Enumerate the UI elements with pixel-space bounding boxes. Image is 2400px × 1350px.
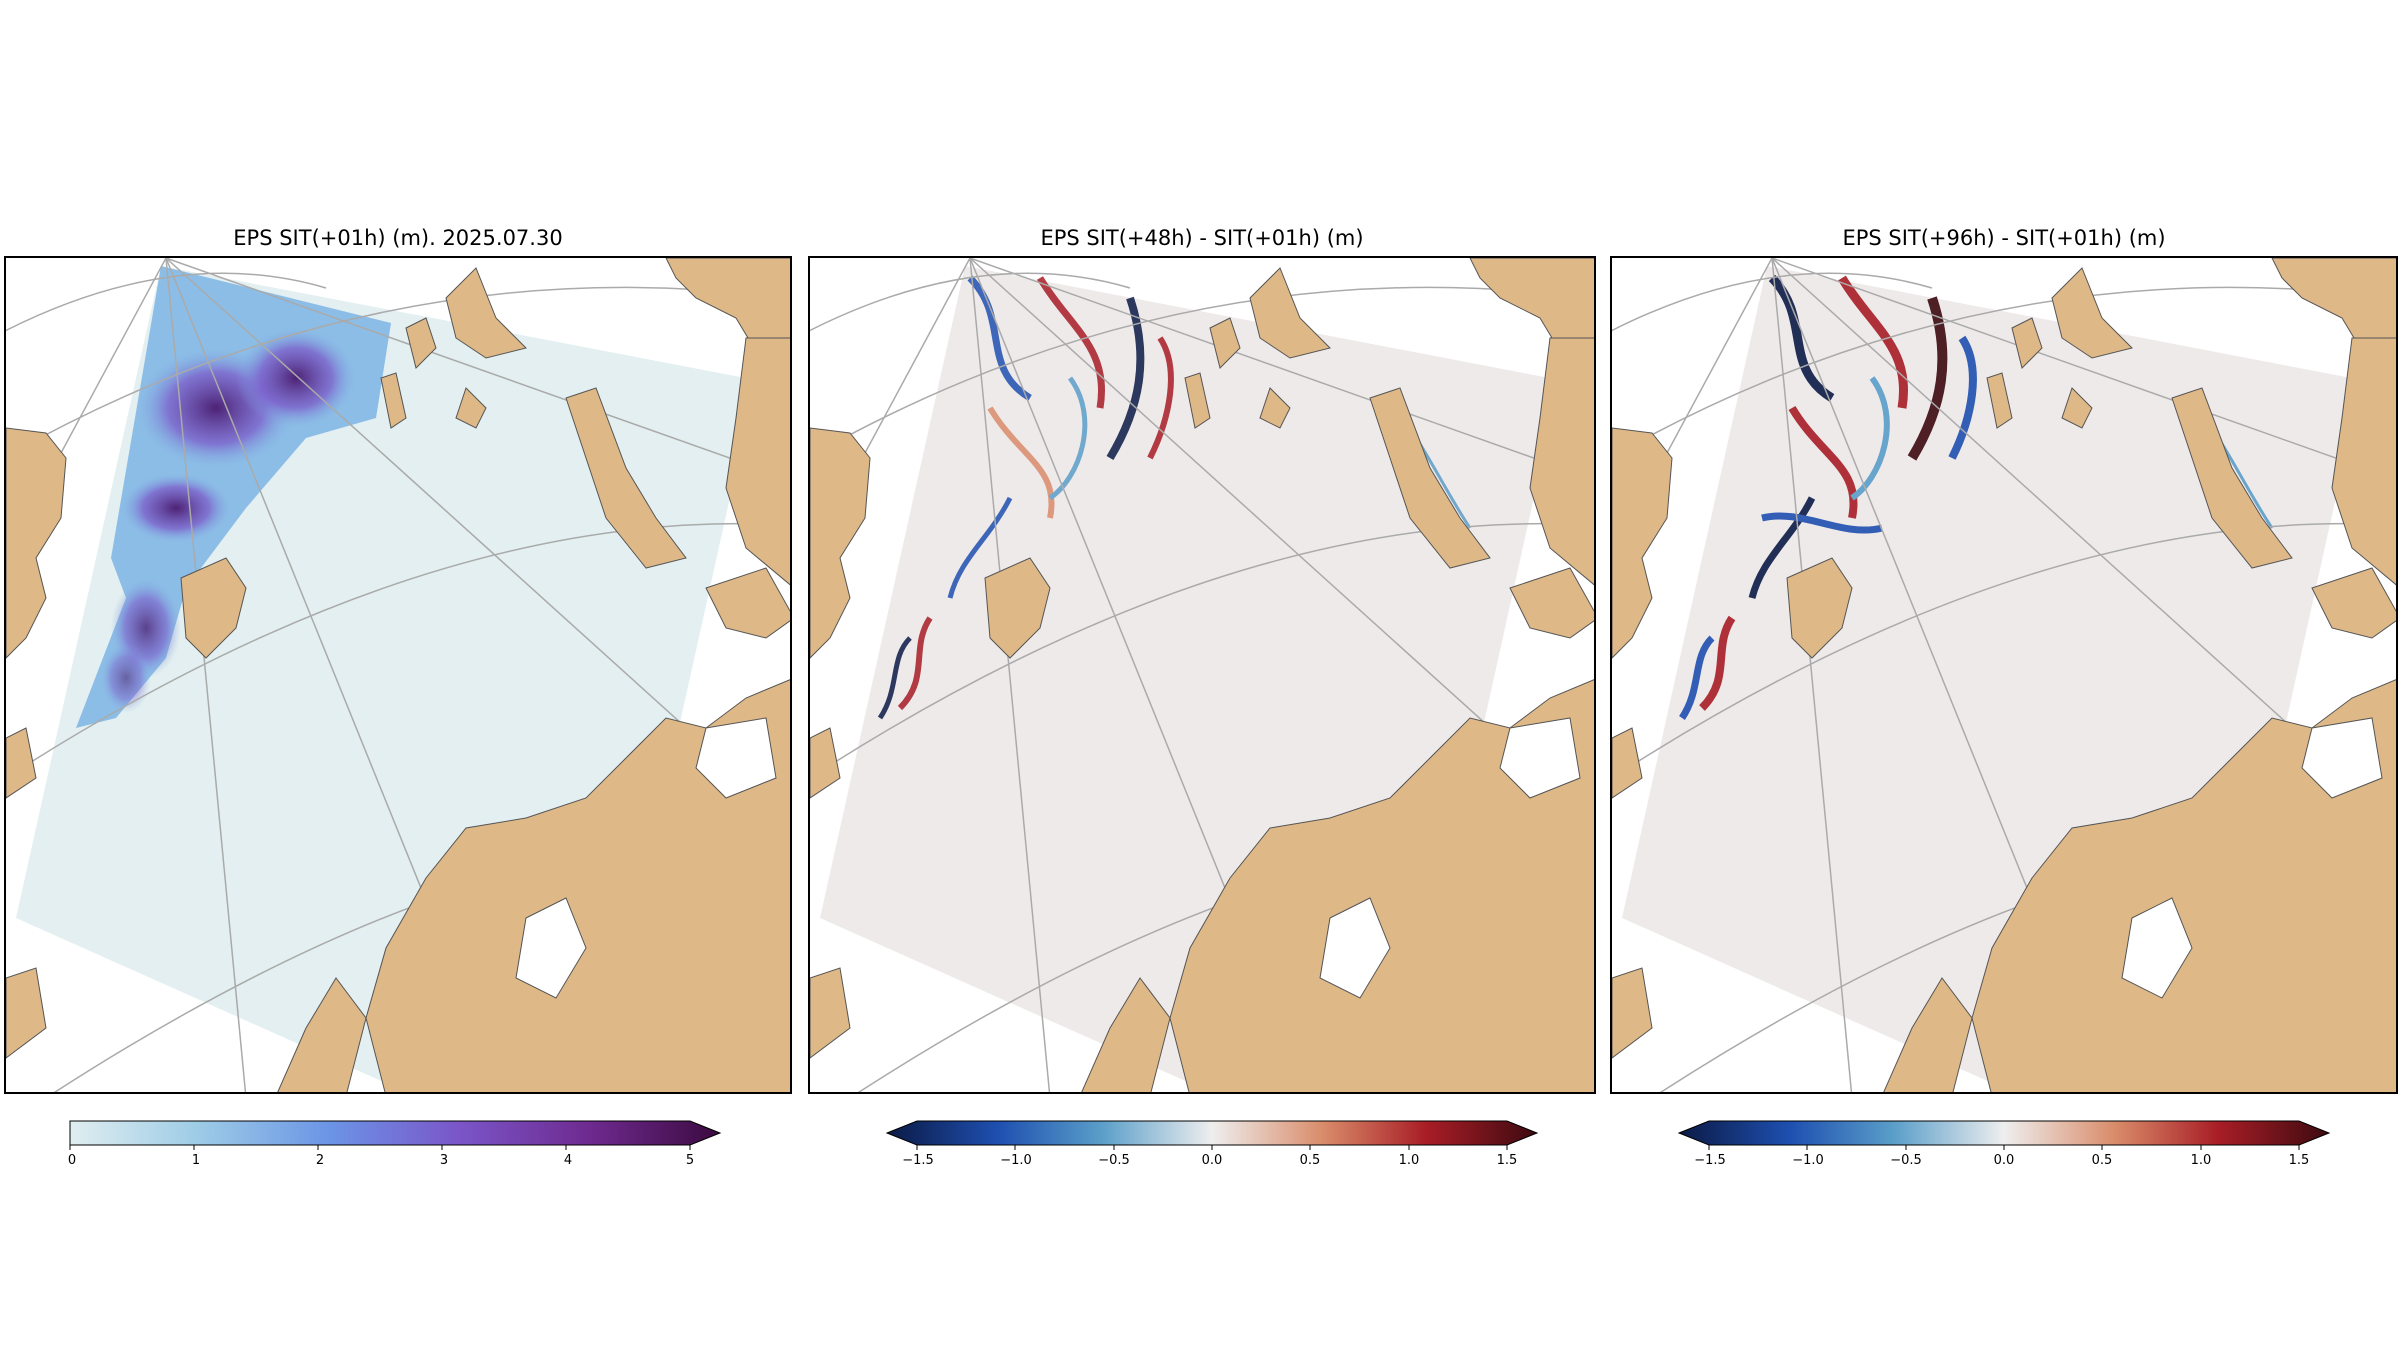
- colorbar-tick: 3: [439, 1153, 449, 1168]
- colorbar-tick: 0.0: [1993, 1153, 2015, 1168]
- colorbar-diff-48h: [885, 1118, 1539, 1150]
- land: [1612, 258, 2396, 1092]
- difference-anomalies: [877, 275, 1472, 720]
- colorbar-thickness: [69, 1118, 722, 1150]
- panel-sit-diff-48h: EPS SIT(+48h) - SIT(+01h) (m): [808, 225, 1596, 1095]
- land: [6, 258, 790, 1092]
- colorbar-tick: 2: [315, 1153, 325, 1168]
- panel-title: EPS SIT(+96h) - SIT(+01h) (m): [1842, 226, 2166, 250]
- colorbar-tick: −1.5: [1694, 1153, 1726, 1168]
- colorbar-tick: 0.5: [1299, 1153, 1321, 1168]
- colorbar-tick: 1.0: [2190, 1153, 2212, 1168]
- colorbar-tick: 1.5: [2288, 1153, 2310, 1168]
- map-sit-diff-48h[interactable]: [808, 256, 1596, 1094]
- colorbar-tick: 1: [191, 1153, 201, 1168]
- panel-sit-thickness: EPS SIT(+01h) (m). 2025.07.30: [4, 225, 792, 1095]
- colorbar-tick: −1.0: [1792, 1153, 1824, 1168]
- colorbar-tick: −0.5: [1890, 1153, 1922, 1168]
- colorbar-tick: 4: [563, 1153, 573, 1168]
- colorbar-tick: −0.5: [1098, 1153, 1130, 1168]
- colorbar-tick: 1.5: [1496, 1153, 1518, 1168]
- colorbar-tick: 1.0: [1398, 1153, 1420, 1168]
- colorbar-diff-96h: [1677, 1118, 2331, 1150]
- colorbar-tick: −1.0: [1000, 1153, 1032, 1168]
- map-sit-thickness[interactable]: [4, 256, 792, 1094]
- panel-sit-diff-96h: EPS SIT(+96h) - SIT(+01h) (m): [1610, 225, 2398, 1095]
- land: [810, 258, 1594, 1092]
- map-sit-diff-96h[interactable]: [1610, 256, 2398, 1094]
- colorbar-tick: 0.5: [2091, 1153, 2113, 1168]
- difference-anomalies: [1679, 274, 2274, 720]
- colorbar-tick: 0.0: [1201, 1153, 1223, 1168]
- colorbar-tick: 5: [685, 1153, 695, 1168]
- panel-title: EPS SIT(+48h) - SIT(+01h) (m): [1040, 226, 1364, 250]
- colorbar-tick: 0: [67, 1153, 77, 1168]
- colorbar-tick: −1.5: [902, 1153, 934, 1168]
- panel-title: EPS SIT(+01h) (m). 2025.07.30: [233, 226, 563, 250]
